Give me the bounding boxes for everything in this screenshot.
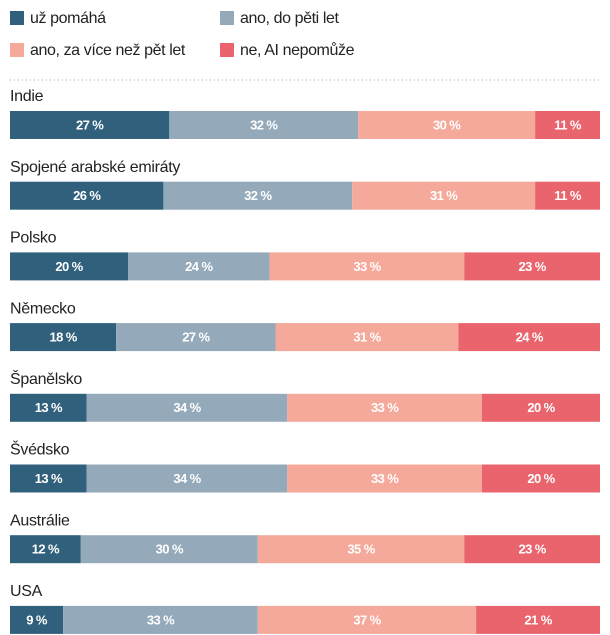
value-label: 32 % xyxy=(244,188,272,203)
bar-segment xyxy=(169,111,359,139)
value-label: 35 % xyxy=(347,542,375,557)
legend-swatch xyxy=(10,11,24,25)
legend-swatch xyxy=(220,11,234,25)
legend-label: už pomáhá xyxy=(30,10,106,27)
bar-segment xyxy=(10,464,87,493)
category-label: Polsko xyxy=(10,230,57,247)
value-label: 27 % xyxy=(182,330,210,345)
value-label: 32 % xyxy=(250,117,278,132)
value-label: 13 % xyxy=(35,471,63,486)
value-label: 11 % xyxy=(554,117,582,132)
category-label: USA xyxy=(10,583,43,600)
legend-swatch xyxy=(10,43,24,57)
value-label: 31 % xyxy=(430,188,458,203)
legend-label: ano, za více než pět let xyxy=(30,42,186,59)
bar-segment xyxy=(275,323,459,352)
legend-swatch xyxy=(220,43,234,57)
bar-segment xyxy=(535,111,600,139)
value-label: 33 % xyxy=(371,471,399,486)
bar-segment xyxy=(482,393,600,422)
bar-segment xyxy=(352,181,536,210)
legend-label: ne, AI nepomůže xyxy=(240,41,355,59)
value-label: 33 % xyxy=(353,259,381,274)
bar-segment xyxy=(116,323,276,352)
bar-segment xyxy=(10,252,128,281)
value-label: 37 % xyxy=(353,612,381,627)
value-label: 20 % xyxy=(527,471,555,486)
value-label: 27 % xyxy=(76,117,104,132)
category-label: Švédsko xyxy=(10,440,70,459)
value-label: 23 % xyxy=(519,259,547,274)
bar-segment xyxy=(10,323,117,352)
bar-segment xyxy=(482,464,600,493)
value-label: 20 % xyxy=(55,259,83,274)
category-label: Španělsko xyxy=(10,369,82,388)
bar-segment xyxy=(257,535,465,564)
bar-segment xyxy=(10,605,64,634)
value-label: 24 % xyxy=(516,330,544,345)
category-label: Austrálie xyxy=(10,512,70,529)
bar-segment xyxy=(80,535,258,564)
value-label: 9 % xyxy=(26,612,48,627)
category-label: Spojené arabské emiráty xyxy=(10,159,180,176)
bar-segment xyxy=(257,605,477,634)
bar-segment xyxy=(287,393,482,422)
value-label: 21 % xyxy=(524,612,552,627)
value-label: 26 % xyxy=(73,188,101,203)
bar-segment xyxy=(128,252,270,281)
bar-segment xyxy=(163,181,353,210)
value-label: 31 % xyxy=(353,330,381,345)
value-label: 30 % xyxy=(156,542,184,557)
value-label: 23 % xyxy=(519,542,547,557)
value-label: 13 % xyxy=(35,400,63,415)
bar-segment xyxy=(358,111,536,139)
legend-label: ano, do pěti let xyxy=(240,10,340,27)
bar-segment xyxy=(10,181,164,210)
bar-segment xyxy=(458,323,600,352)
value-label: 34 % xyxy=(173,400,201,415)
bar-segment xyxy=(269,252,465,281)
value-label: 30 % xyxy=(433,117,461,132)
category-label: Německo xyxy=(10,300,76,317)
bar-segment xyxy=(464,252,600,281)
bar-segment xyxy=(287,464,482,493)
value-label: 18 % xyxy=(49,330,77,345)
value-label: 11 % xyxy=(554,188,582,203)
bar-segment xyxy=(476,605,600,634)
bar-segment xyxy=(10,393,87,422)
value-label: 24 % xyxy=(185,259,213,274)
value-label: 12 % xyxy=(32,542,60,557)
bar-segment xyxy=(10,535,81,564)
value-label: 33 % xyxy=(147,612,175,627)
bar-segment xyxy=(86,464,288,493)
bar-segment xyxy=(10,111,170,139)
value-label: 34 % xyxy=(173,471,201,486)
bar-segment xyxy=(464,535,600,564)
bar-segment xyxy=(63,605,258,634)
value-label: 33 % xyxy=(371,400,399,415)
bar-segment xyxy=(535,181,600,210)
value-label: 20 % xyxy=(527,400,555,415)
category-label: Indie xyxy=(10,88,44,105)
bar-segment xyxy=(86,393,288,422)
